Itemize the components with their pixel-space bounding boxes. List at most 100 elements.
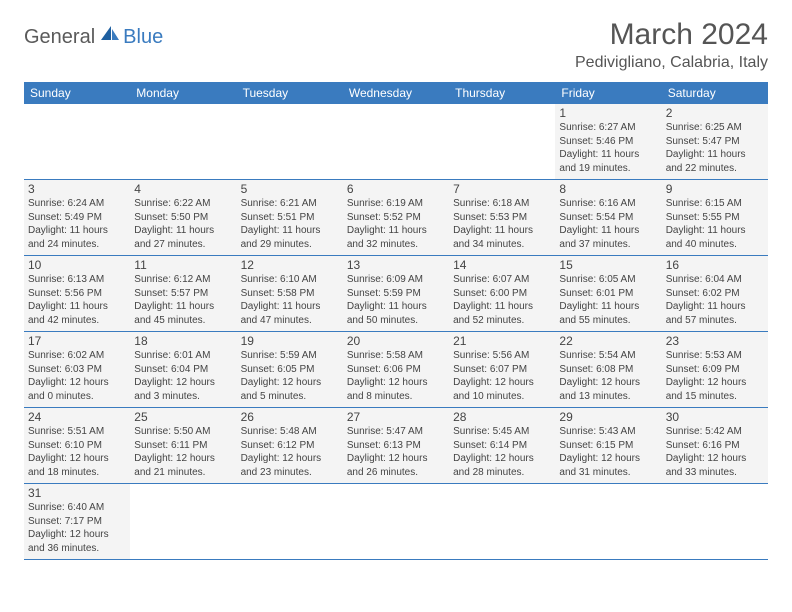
day-info-line: Daylight: 11 hours	[28, 224, 126, 238]
day-number: 18	[134, 334, 232, 348]
day-info-line: Sunset: 5:49 PM	[28, 211, 126, 225]
calendar-day: 2Sunrise: 6:25 AMSunset: 5:47 PMDaylight…	[662, 104, 768, 180]
month-title: March 2024	[575, 18, 768, 52]
day-info-line: and 36 minutes.	[28, 542, 126, 556]
calendar-empty	[130, 484, 236, 560]
day-info-line: and 28 minutes.	[453, 466, 551, 480]
calendar-day: 24Sunrise: 5:51 AMSunset: 6:10 PMDayligh…	[24, 408, 130, 484]
day-info-line: Sunrise: 6:04 AM	[666, 273, 764, 287]
day-info-line: Sunset: 5:59 PM	[347, 287, 445, 301]
day-number: 28	[453, 410, 551, 424]
day-info-line: and 27 minutes.	[134, 238, 232, 252]
day-info-line: Sunset: 6:01 PM	[559, 287, 657, 301]
calendar-day: 12Sunrise: 6:10 AMSunset: 5:58 PMDayligh…	[237, 256, 343, 332]
day-info-line: Sunset: 6:13 PM	[347, 439, 445, 453]
day-info-line: Daylight: 11 hours	[559, 148, 657, 162]
day-info-line: and 0 minutes.	[28, 390, 126, 404]
day-number: 30	[666, 410, 764, 424]
calendar-week: 31Sunrise: 6:40 AMSunset: 7:17 PMDayligh…	[24, 484, 768, 560]
day-info-line: and 13 minutes.	[559, 390, 657, 404]
day-info-line: Sunrise: 6:16 AM	[559, 197, 657, 211]
day-info-line: and 31 minutes.	[559, 466, 657, 480]
day-info-line: Daylight: 12 hours	[241, 452, 339, 466]
logo-text-blue: Blue	[123, 26, 163, 49]
logo: General Blue	[24, 24, 163, 51]
day-info-line: Sunrise: 5:50 AM	[134, 425, 232, 439]
calendar-empty	[662, 484, 768, 560]
day-info-line: and 5 minutes.	[241, 390, 339, 404]
day-number: 4	[134, 182, 232, 196]
day-number: 20	[347, 334, 445, 348]
day-info-line: and 29 minutes.	[241, 238, 339, 252]
day-info-line: Daylight: 12 hours	[28, 376, 126, 390]
calendar-empty	[449, 484, 555, 560]
day-info-line: Sunset: 5:55 PM	[666, 211, 764, 225]
weekday-header: Wednesday	[343, 82, 449, 104]
day-info-line: Sunset: 6:10 PM	[28, 439, 126, 453]
day-info-line: Daylight: 12 hours	[241, 376, 339, 390]
day-info-line: Sunrise: 5:54 AM	[559, 349, 657, 363]
calendar-day: 11Sunrise: 6:12 AMSunset: 5:57 PMDayligh…	[130, 256, 236, 332]
day-info-line: Daylight: 12 hours	[28, 528, 126, 542]
day-info-line: Daylight: 12 hours	[559, 452, 657, 466]
day-info-line: Sunrise: 5:51 AM	[28, 425, 126, 439]
day-info-line: and 52 minutes.	[453, 314, 551, 328]
day-info-line: Sunrise: 5:58 AM	[347, 349, 445, 363]
day-info-line: Sunrise: 6:24 AM	[28, 197, 126, 211]
header: General Blue March 2024 Pedivigliano, Ca…	[24, 18, 768, 72]
day-info-line: Sunrise: 6:21 AM	[241, 197, 339, 211]
calendar-day: 18Sunrise: 6:01 AMSunset: 6:04 PMDayligh…	[130, 332, 236, 408]
calendar-day: 8Sunrise: 6:16 AMSunset: 5:54 PMDaylight…	[555, 180, 661, 256]
day-info-line: Sunrise: 6:10 AM	[241, 273, 339, 287]
day-info-line: and 32 minutes.	[347, 238, 445, 252]
day-info-line: Daylight: 11 hours	[559, 300, 657, 314]
calendar-empty	[237, 484, 343, 560]
day-info-line: Sunset: 5:58 PM	[241, 287, 339, 301]
day-info-line: Daylight: 12 hours	[666, 376, 764, 390]
day-info-line: and 22 minutes.	[666, 162, 764, 176]
day-info-line: and 10 minutes.	[453, 390, 551, 404]
day-info-line: Sunset: 5:53 PM	[453, 211, 551, 225]
day-info-line: Daylight: 11 hours	[559, 224, 657, 238]
day-info-line: Sunset: 5:57 PM	[134, 287, 232, 301]
day-number: 9	[666, 182, 764, 196]
calendar-week: 3Sunrise: 6:24 AMSunset: 5:49 PMDaylight…	[24, 180, 768, 256]
day-info-line: Sunrise: 6:09 AM	[347, 273, 445, 287]
day-info-line: and 19 minutes.	[559, 162, 657, 176]
day-info-line: Sunrise: 5:53 AM	[666, 349, 764, 363]
calendar-head: SundayMondayTuesdayWednesdayThursdayFrid…	[24, 82, 768, 104]
calendar-day: 16Sunrise: 6:04 AMSunset: 6:02 PMDayligh…	[662, 256, 768, 332]
day-info-line: Sunrise: 5:47 AM	[347, 425, 445, 439]
logo-text-general: General	[24, 26, 95, 49]
day-number: 14	[453, 258, 551, 272]
calendar-week: 24Sunrise: 5:51 AMSunset: 6:10 PMDayligh…	[24, 408, 768, 484]
calendar-week: 10Sunrise: 6:13 AMSunset: 5:56 PMDayligh…	[24, 256, 768, 332]
day-info-line: Daylight: 12 hours	[453, 452, 551, 466]
calendar-day: 3Sunrise: 6:24 AMSunset: 5:49 PMDaylight…	[24, 180, 130, 256]
day-number: 5	[241, 182, 339, 196]
day-info-line: Sunrise: 5:43 AM	[559, 425, 657, 439]
day-info-line: Sunrise: 6:15 AM	[666, 197, 764, 211]
day-info-line: and 42 minutes.	[28, 314, 126, 328]
weekday-header: Friday	[555, 82, 661, 104]
calendar-day: 29Sunrise: 5:43 AMSunset: 6:15 PMDayligh…	[555, 408, 661, 484]
sail-icon	[99, 24, 121, 47]
day-info-line: Daylight: 11 hours	[453, 300, 551, 314]
calendar-day: 27Sunrise: 5:47 AMSunset: 6:13 PMDayligh…	[343, 408, 449, 484]
day-info-line: Sunrise: 6:27 AM	[559, 121, 657, 135]
day-info-line: and 40 minutes.	[666, 238, 764, 252]
day-info-line: Sunrise: 6:01 AM	[134, 349, 232, 363]
day-info-line: Daylight: 12 hours	[347, 376, 445, 390]
day-number: 27	[347, 410, 445, 424]
calendar-day: 20Sunrise: 5:58 AMSunset: 6:06 PMDayligh…	[343, 332, 449, 408]
calendar-day: 22Sunrise: 5:54 AMSunset: 6:08 PMDayligh…	[555, 332, 661, 408]
day-info-line: Sunrise: 6:40 AM	[28, 501, 126, 515]
day-info-line: and 57 minutes.	[666, 314, 764, 328]
calendar-day: 21Sunrise: 5:56 AMSunset: 6:07 PMDayligh…	[449, 332, 555, 408]
calendar-day: 15Sunrise: 6:05 AMSunset: 6:01 PMDayligh…	[555, 256, 661, 332]
weekday-header: Saturday	[662, 82, 768, 104]
day-info-line: Daylight: 11 hours	[134, 300, 232, 314]
day-info-line: and 55 minutes.	[559, 314, 657, 328]
title-block: March 2024 Pedivigliano, Calabria, Italy	[575, 18, 768, 72]
calendar-week: 1Sunrise: 6:27 AMSunset: 5:46 PMDaylight…	[24, 104, 768, 180]
